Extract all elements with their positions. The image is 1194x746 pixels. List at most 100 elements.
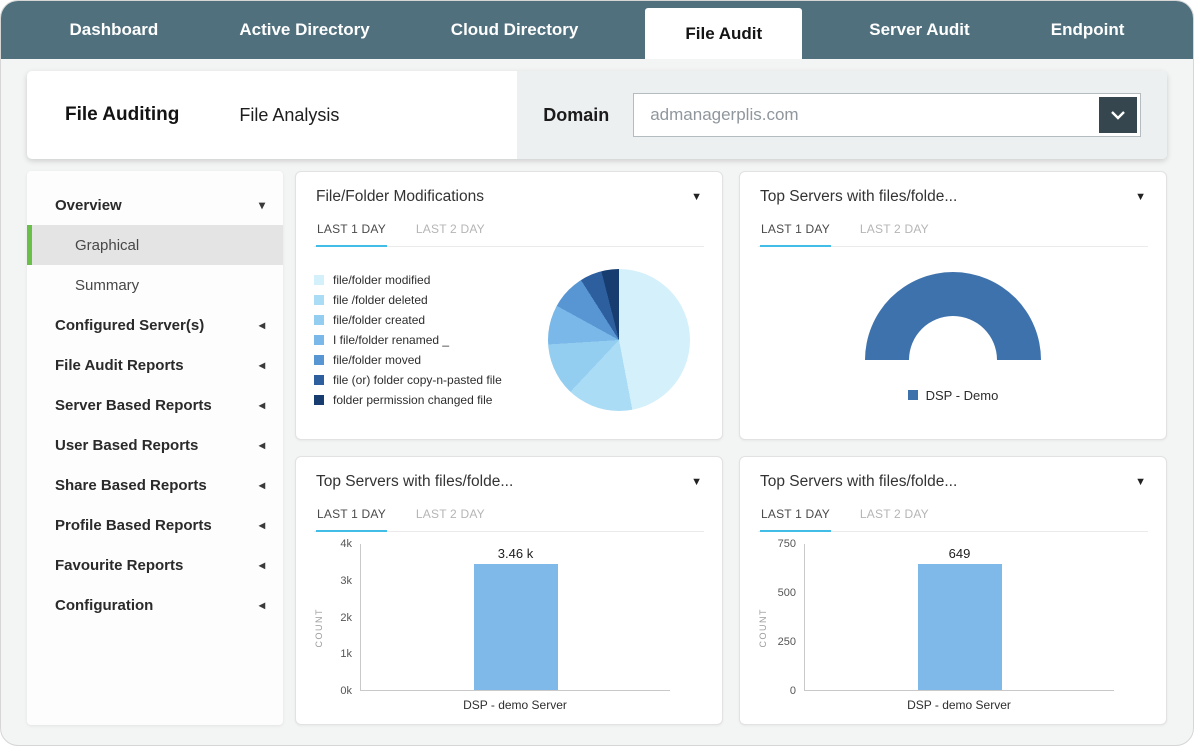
legend-item[interactable]: file/folder moved [314,353,540,367]
sidebar-item-label: Profile Based Reports [55,516,212,534]
sidebar-item-server-based-reports[interactable]: Server Based Reports ◂ [27,385,283,425]
legend-swatch [314,395,324,405]
card-menu-caret-icon[interactable]: ▼ [1135,191,1146,203]
legend-label: file/folder created [333,313,426,327]
sidebar-item-label: Overview [55,196,122,214]
sidebar-item-favourite-reports[interactable]: Favourite Reports ◂ [27,545,283,585]
sidebar-item-file-audit-reports[interactable]: File Audit Reports ◂ [27,345,283,385]
y-tick-label: 500 [777,587,796,599]
tab-last-2-day[interactable]: LAST 2 DAY [415,507,485,521]
bar[interactable] [473,563,558,690]
legend-swatch [314,295,324,305]
y-tick-label: 3k [340,574,352,587]
chevron-down-icon [1110,108,1126,123]
domain-select[interactable]: admanagerplis.com [633,93,1141,137]
y-tick-label: 0k [340,685,352,697]
sidebar-item-configured-server-s[interactable]: Configured Server(s) ◂ [27,305,283,345]
legend-item[interactable]: I file/folder renamed _ [314,333,540,347]
nav-item-endpoint[interactable]: Endpoint [1050,20,1125,39]
tab-last-1-day[interactable]: LAST 1 DAY [760,216,831,247]
sidebar-item-label: Configured Server(s) [55,316,205,334]
legend-label: file/folder moved [333,353,422,367]
main-area: Overview ▾ Graphical Summary Configured Serv… [1,159,1193,745]
y-tick-label: 250 [777,636,796,648]
bar-value-label: 3.46 k [497,545,534,561]
nav-item-server-audit[interactable]: Server Audit [869,20,970,39]
y-tick-label: 750 [777,538,796,550]
time-range-tabs: LAST 1 DAY LAST 2 DAY [314,216,704,247]
y-tick-label: 2k [340,611,352,624]
legend-swatch [314,355,324,365]
caret-left-icon: ◂ [258,398,265,412]
legend-item[interactable]: file/folder created [314,313,540,327]
nav-item-active-directory[interactable]: Active Directory [239,20,370,39]
caret-left-icon: ◂ [258,518,265,532]
nav-item-dashboard[interactable]: Dashboard [69,20,159,39]
sidebar-item-profile-based-reports[interactable]: Profile Based Reports ◂ [27,505,283,545]
domain-dropdown-button[interactable] [1099,97,1137,133]
header-bar: File Auditing File Analysis Domain adman… [27,71,1167,159]
y-axis: 4k 3k 2k 1k 0k [324,538,360,697]
caret-left-icon: ◂ [258,478,265,492]
card-menu-caret-icon[interactable]: ▼ [691,476,702,488]
bar[interactable] [917,563,1002,690]
sidebar-item-overview[interactable]: Overview ▾ [27,185,283,225]
sidebar-item-summary[interactable]: Summary [27,265,283,305]
card-top-servers-bar-1: Top Servers with files/folde... ▼ LAST 1… [295,456,723,725]
time-range-tabs: LAST 1 DAY LAST 2 DAY [758,501,1148,532]
x-axis-label: DSP - demo Server [907,698,1011,712]
nav-item-cloud-directory[interactable]: Cloud Directory [450,20,579,39]
sidebar-item-label: Share Based Reports [55,476,207,494]
tab-last-2-day[interactable]: LAST 2 DAY [859,507,929,521]
sidebar-item-label: Summary [75,276,140,294]
y-tick-label: 4k [340,538,352,550]
sidebar-item-label: Server Based Reports [55,396,212,414]
modifications-pie-chart[interactable] [548,269,690,411]
nav-item-file-audit[interactable]: File Audit [645,8,803,59]
legend-swatch [314,315,324,325]
legend-label: I file/folder renamed _ [333,333,450,347]
sidebar-item-label: Favourite Reports [55,556,184,574]
sidebar-item-label: Configuration [55,596,154,614]
legend-swatch [314,335,324,345]
legend-item[interactable]: DSP - Demo [907,387,999,403]
file-analysis-link[interactable]: File Analysis [239,104,340,125]
tab-last-1-day[interactable]: LAST 1 DAY [316,216,387,247]
tab-last-2-day[interactable]: LAST 2 DAY [859,222,929,236]
sidebar-item-label: File Audit Reports [55,356,184,374]
card-top-servers-gauge: Top Servers with files/folde... ▼ LAST 1… [739,171,1167,440]
legend-item[interactable]: file (or) folder copy-n-pasted file [314,373,540,387]
sidebar-item-graphical[interactable]: Graphical [27,225,283,265]
card-menu-caret-icon[interactable]: ▼ [1135,476,1146,488]
legend-item[interactable]: file/folder modified [314,273,540,287]
legend-item[interactable]: folder permission changed file [314,393,540,407]
legend-item[interactable]: file /folder deleted [314,293,540,307]
y-axis-title: COUNT [314,608,324,648]
top-nav: Dashboard Active Directory Cloud Directory… [1,1,1193,59]
caret-down-icon: ▾ [258,198,265,212]
legend-swatch [907,390,918,400]
sidebar-item-user-based-reports[interactable]: User Based Reports ◂ [27,425,283,465]
caret-left-icon: ◂ [258,358,265,372]
sidebar-item-configuration[interactable]: Configuration ◂ [27,585,283,625]
card-top-servers-bar-2: Top Servers with files/folde... ▼ LAST 1… [739,456,1167,725]
caret-left-icon: ◂ [258,438,265,452]
legend-label: DSP - Demo [925,387,999,403]
y-axis: 750 500 250 0 [768,538,804,697]
tab-last-1-day[interactable]: LAST 1 DAY [316,501,387,532]
legend-swatch [314,275,324,285]
gauge-chart[interactable] [865,271,1041,360]
tab-last-1-day[interactable]: LAST 1 DAY [760,501,831,532]
sidebar-item-share-based-reports[interactable]: Share Based Reports ◂ [27,465,283,505]
card-title: Top Servers with files/folde... [760,188,958,205]
tab-last-2-day[interactable]: LAST 2 DAY [415,222,485,236]
y-axis-title: COUNT [758,608,768,648]
y-tick-label: 0 [789,685,796,697]
sidebar-item-label: User Based Reports [55,436,199,454]
caret-left-icon: ◂ [258,558,265,572]
card-menu-caret-icon[interactable]: ▼ [691,191,702,203]
sidebar-item-label: Graphical [75,236,140,254]
card-title: Top Servers with files/folde... [316,473,514,490]
domain-panel: Domain admanagerplis.com [517,71,1167,159]
